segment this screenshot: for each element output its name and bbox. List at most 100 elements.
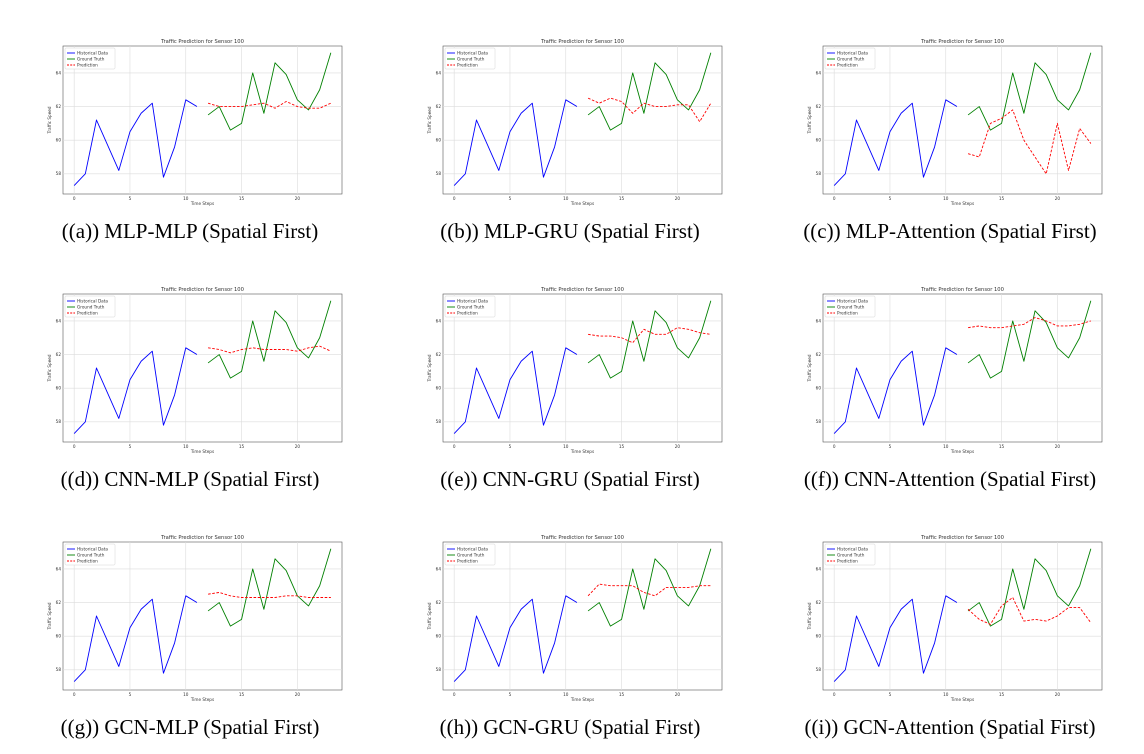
legend-box	[824, 543, 876, 566]
x-tick-label: 0	[833, 196, 836, 201]
x-tick-label: 15	[239, 444, 245, 449]
chart-title: Traffic Prediction for Sensor 100	[540, 39, 624, 45]
series-line-prediction	[967, 109, 1092, 175]
legend-box	[64, 295, 116, 318]
x-tick-label: 0	[833, 444, 836, 449]
x-tick-label: 0	[73, 196, 76, 201]
series-line-ground-truth	[587, 52, 712, 131]
x-tick-label: 20	[295, 444, 301, 449]
y-tick-label: 58	[56, 667, 62, 672]
y-tick-label: 58	[436, 419, 442, 424]
y-axis-label: Traffic Speed	[47, 354, 52, 382]
y-tick-label: 64	[56, 566, 62, 571]
series-line-historical-data	[453, 347, 578, 434]
legend-box	[444, 543, 496, 566]
series-line-prediction	[587, 583, 711, 597]
series-line-historical-data	[73, 595, 198, 682]
x-tick-label: 5	[509, 692, 512, 697]
x-tick-label: 20	[675, 692, 681, 697]
chart-title: Traffic Prediction for Sensor 100	[540, 535, 624, 541]
x-tick-label: 10	[943, 196, 949, 201]
y-tick-label: 60	[436, 634, 442, 639]
legend-label: Historical Data	[837, 298, 868, 303]
chart-panel: 0 5 10 15 20 58 60 62 64 Traffic Prediction for S…	[410, 508, 730, 748]
y-axis-label: Traffic Speed	[47, 602, 52, 630]
series-line-prediction	[968, 317, 1091, 329]
x-axis-label: Time Steps	[190, 201, 214, 206]
legend-label: Ground Truth	[457, 552, 485, 557]
x-tick-label: 20	[1055, 196, 1061, 201]
x-axis-label: Time Steps	[950, 697, 974, 702]
plot-area	[442, 293, 723, 443]
x-tick-label: 5	[509, 444, 512, 449]
x-tick-label: 10	[943, 444, 949, 449]
legend-label: Ground Truth	[77, 56, 105, 61]
legend-label: Ground Truth	[457, 304, 485, 309]
legend-label: Historical Data	[457, 546, 488, 551]
plot-area	[62, 541, 343, 691]
y-tick-label: 60	[56, 634, 62, 639]
legend-label: Ground Truth	[77, 304, 105, 309]
line-chart: 0 5 10 15 20 58 60 62 64 Traffic Prediction for S…	[807, 287, 1103, 454]
legend-label: Ground Truth	[837, 552, 865, 557]
x-axis-label: Time Steps	[950, 449, 974, 454]
series-line-ground-truth	[587, 300, 712, 379]
panel-caption: ((g)) GCN-MLP (Spatial First)	[60, 715, 320, 739]
y-tick-label: 62	[436, 600, 442, 605]
x-tick-label: 5	[129, 196, 132, 201]
y-tick-label: 62	[816, 600, 822, 605]
x-tick-label: 10	[563, 444, 569, 449]
x-tick-label: 15	[239, 196, 245, 201]
x-axis-label: Time Steps	[190, 697, 214, 702]
x-axis-label: Time Steps	[570, 201, 594, 206]
y-tick-label: 62	[56, 104, 62, 109]
y-tick-label: 64	[56, 318, 62, 323]
y-tick-label: 62	[56, 600, 62, 605]
legend-label: Prediction	[77, 62, 98, 67]
chart-panel: 0 5 10 15 20 58 60 62 64 Traffic Prediction for S…	[410, 12, 730, 252]
legend-label: Historical Data	[77, 546, 108, 551]
chart-title: Traffic Prediction for Sensor 100	[540, 287, 624, 293]
legend-label: Ground Truth	[77, 552, 105, 557]
y-tick-label: 58	[816, 667, 822, 672]
x-tick-label: 0	[73, 692, 76, 697]
series-line-historical-data	[73, 99, 198, 186]
chart-title: Traffic Prediction for Sensor 100	[920, 287, 1004, 293]
plot-area	[62, 293, 343, 443]
panel-caption: ((e)) CNN-GRU (Spatial First)	[440, 467, 700, 491]
panel-caption: ((c)) MLP-Attention (Spatial First)	[803, 219, 1097, 243]
x-axis-label: Time Steps	[570, 449, 594, 454]
x-tick-label: 10	[563, 692, 569, 697]
line-chart: 0 5 10 15 20 58 60 62 64 Traffic Prediction for S…	[427, 535, 723, 702]
legend-label: Ground Truth	[837, 56, 865, 61]
y-tick-label: 60	[816, 138, 822, 143]
legend-label: Historical Data	[77, 298, 108, 303]
y-tick-label: 58	[436, 667, 442, 672]
series-line-ground-truth	[207, 548, 332, 627]
y-axis-label: Traffic Speed	[807, 354, 812, 382]
x-tick-label: 20	[1055, 692, 1061, 697]
x-tick-label: 0	[453, 692, 456, 697]
x-tick-label: 10	[183, 692, 189, 697]
x-tick-label: 5	[889, 196, 892, 201]
x-tick-label: 20	[295, 196, 301, 201]
y-tick-label: 60	[56, 386, 62, 391]
x-tick-label: 0	[453, 444, 456, 449]
legend-label: Historical Data	[457, 50, 488, 55]
series-line-historical-data	[73, 347, 198, 434]
chart-panel: 0 5 10 15 20 58 60 62 64 Traffic Prediction for S…	[30, 12, 350, 252]
chart-title: Traffic Prediction for Sensor 100	[160, 287, 244, 293]
x-tick-label: 5	[889, 692, 892, 697]
x-tick-label: 10	[183, 444, 189, 449]
series-line-historical-data	[453, 99, 578, 186]
x-tick-label: 20	[675, 444, 681, 449]
x-axis-label: Time Steps	[950, 201, 974, 206]
y-tick-label: 64	[56, 70, 62, 75]
line-chart: 0 5 10 15 20 58 60 62 64 Traffic Prediction for S…	[47, 535, 343, 702]
line-chart: 0 5 10 15 20 58 60 62 64 Traffic Prediction for S…	[807, 39, 1103, 206]
